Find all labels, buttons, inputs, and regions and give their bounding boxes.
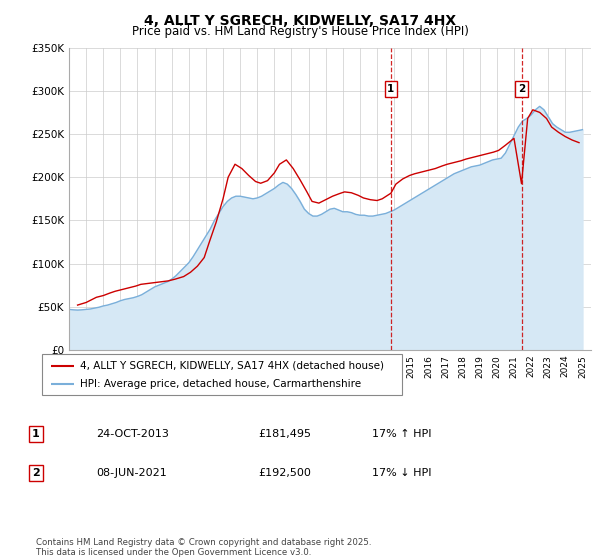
Text: 2: 2 (518, 84, 525, 94)
Text: £192,500: £192,500 (258, 468, 311, 478)
Text: Price paid vs. HM Land Registry's House Price Index (HPI): Price paid vs. HM Land Registry's House … (131, 25, 469, 38)
Text: 4, ALLT Y SGRECH, KIDWELLY, SA17 4HX: 4, ALLT Y SGRECH, KIDWELLY, SA17 4HX (144, 14, 456, 28)
Text: Contains HM Land Registry data © Crown copyright and database right 2025.
This d: Contains HM Land Registry data © Crown c… (36, 538, 371, 557)
Text: HPI: Average price, detached house, Carmarthenshire: HPI: Average price, detached house, Carm… (80, 379, 361, 389)
Text: 1: 1 (388, 84, 395, 94)
Text: 08-JUN-2021: 08-JUN-2021 (96, 468, 167, 478)
Text: 2: 2 (32, 468, 40, 478)
Text: £181,495: £181,495 (258, 429, 311, 439)
Text: 1: 1 (32, 429, 40, 439)
Text: 17% ↓ HPI: 17% ↓ HPI (372, 468, 431, 478)
Text: 24-OCT-2013: 24-OCT-2013 (96, 429, 169, 439)
Text: 4, ALLT Y SGRECH, KIDWELLY, SA17 4HX (detached house): 4, ALLT Y SGRECH, KIDWELLY, SA17 4HX (de… (80, 361, 384, 371)
FancyBboxPatch shape (42, 354, 402, 395)
Text: 17% ↑ HPI: 17% ↑ HPI (372, 429, 431, 439)
